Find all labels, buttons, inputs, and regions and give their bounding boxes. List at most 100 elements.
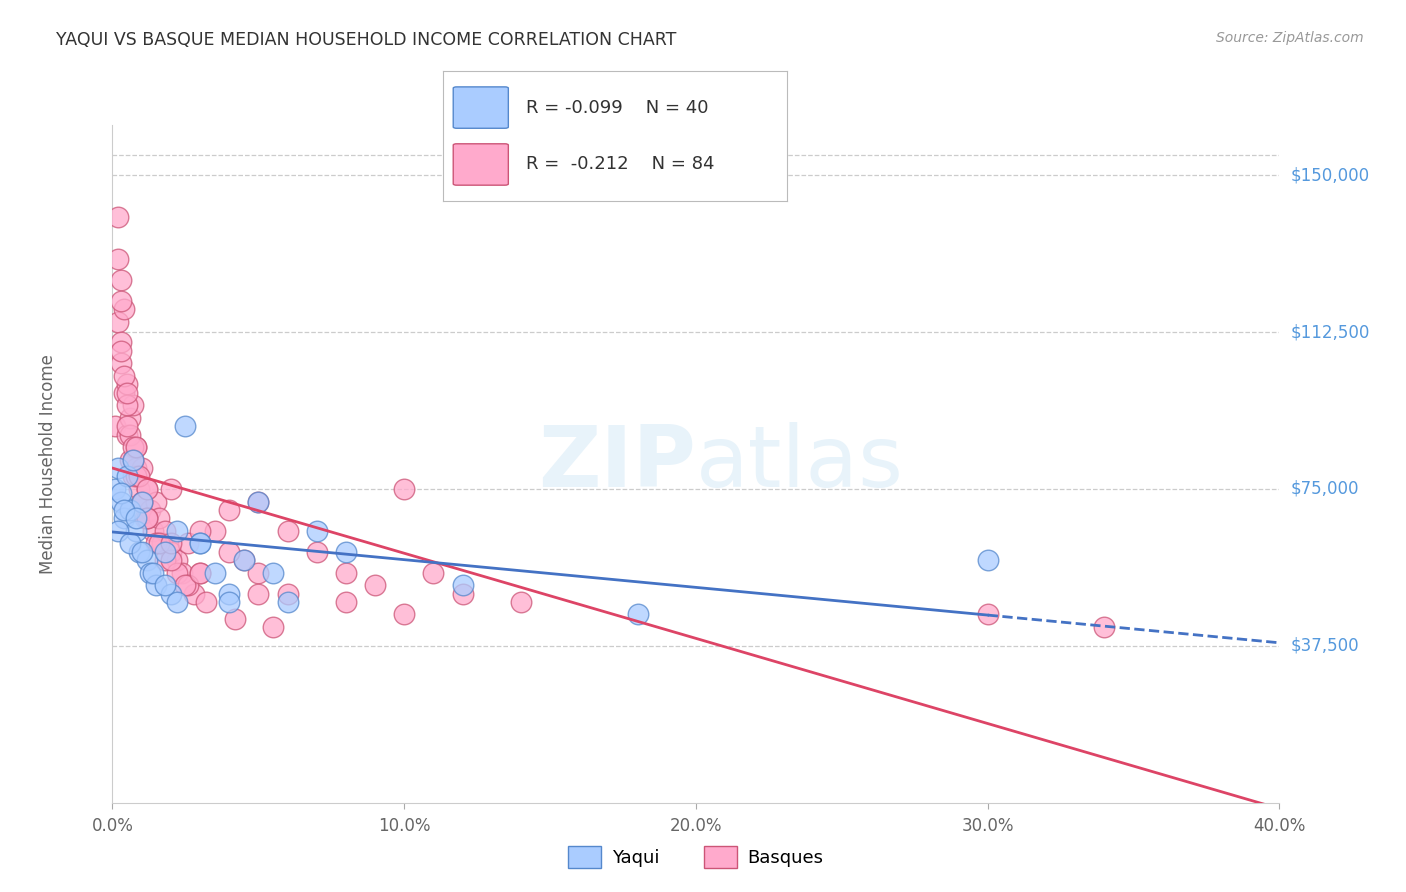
Point	[247, 586, 270, 600]
Point	[142, 524, 165, 538]
Point	[134, 511, 156, 525]
Point	[262, 620, 284, 634]
Text: ZIP: ZIP	[538, 422, 696, 506]
Point	[112, 368, 135, 383]
FancyBboxPatch shape	[453, 144, 509, 186]
Point	[509, 595, 531, 609]
Point	[112, 301, 135, 316]
Legend: Yaqui, Basques: Yaqui, Basques	[561, 838, 831, 875]
Point	[188, 566, 211, 580]
Point	[160, 482, 183, 496]
Point	[136, 511, 159, 525]
Point	[153, 545, 176, 559]
Point	[188, 524, 211, 538]
Point	[110, 356, 132, 370]
Point	[122, 440, 145, 454]
Point	[131, 494, 153, 508]
Point	[160, 545, 183, 559]
Point	[115, 398, 138, 412]
Point	[153, 553, 176, 567]
Text: $37,500: $37,500	[1291, 637, 1360, 655]
Point	[107, 461, 129, 475]
Point	[107, 524, 129, 538]
Point	[110, 273, 132, 287]
Point	[118, 410, 141, 425]
Point	[110, 293, 132, 308]
Point	[172, 566, 194, 580]
Point	[218, 595, 240, 609]
Point	[145, 578, 167, 592]
Point	[131, 461, 153, 475]
Point	[305, 524, 328, 538]
Point	[110, 335, 132, 350]
Point	[125, 440, 148, 454]
Point	[122, 398, 145, 412]
Point	[148, 511, 170, 525]
Point	[122, 469, 145, 483]
Point	[335, 545, 357, 559]
Point	[136, 482, 159, 496]
Point	[451, 586, 474, 600]
Point	[125, 511, 148, 525]
Point	[118, 503, 141, 517]
Point	[188, 566, 211, 580]
Point	[122, 452, 145, 467]
Point	[122, 452, 145, 467]
Point	[232, 553, 254, 567]
Point	[118, 427, 141, 442]
Point	[110, 486, 132, 500]
Point	[145, 494, 167, 508]
Point	[183, 586, 205, 600]
Point	[160, 586, 183, 600]
Text: R = -0.099    N = 40: R = -0.099 N = 40	[526, 99, 709, 117]
Text: Median Household Income: Median Household Income	[39, 354, 58, 574]
Point	[976, 607, 998, 622]
Point	[148, 536, 170, 550]
Point	[422, 566, 444, 580]
Point	[188, 536, 211, 550]
Point	[115, 419, 138, 434]
Point	[139, 503, 162, 517]
Point	[392, 482, 416, 496]
Point	[218, 503, 240, 517]
Point	[107, 210, 129, 224]
Text: Source: ZipAtlas.com: Source: ZipAtlas.com	[1216, 31, 1364, 45]
Point	[232, 553, 254, 567]
Text: atlas: atlas	[696, 422, 904, 506]
Point	[276, 586, 298, 600]
Point	[104, 419, 127, 434]
Point	[335, 566, 357, 580]
Point	[115, 385, 138, 400]
Point	[224, 612, 246, 626]
Point	[115, 427, 138, 442]
Point	[150, 536, 173, 550]
Point	[174, 419, 197, 434]
Point	[218, 545, 240, 559]
Point	[104, 482, 127, 496]
Point	[131, 494, 153, 508]
Point	[166, 524, 188, 538]
Point	[118, 536, 141, 550]
Point	[188, 536, 211, 550]
Point	[160, 553, 183, 567]
Point	[107, 252, 129, 266]
Point	[110, 494, 132, 508]
Point	[166, 553, 188, 567]
Point	[136, 553, 159, 567]
Point	[276, 524, 298, 538]
Point	[107, 314, 129, 328]
Point	[112, 511, 135, 525]
Point	[160, 536, 183, 550]
Point	[218, 586, 240, 600]
Point	[364, 578, 387, 592]
Point	[153, 578, 176, 592]
Text: $75,000: $75,000	[1291, 480, 1360, 498]
Point	[204, 566, 226, 580]
Point	[115, 469, 138, 483]
Point	[153, 524, 176, 538]
Point	[131, 494, 153, 508]
Point	[142, 566, 165, 580]
Point	[451, 578, 474, 592]
Point	[136, 482, 159, 496]
Point	[276, 595, 298, 609]
